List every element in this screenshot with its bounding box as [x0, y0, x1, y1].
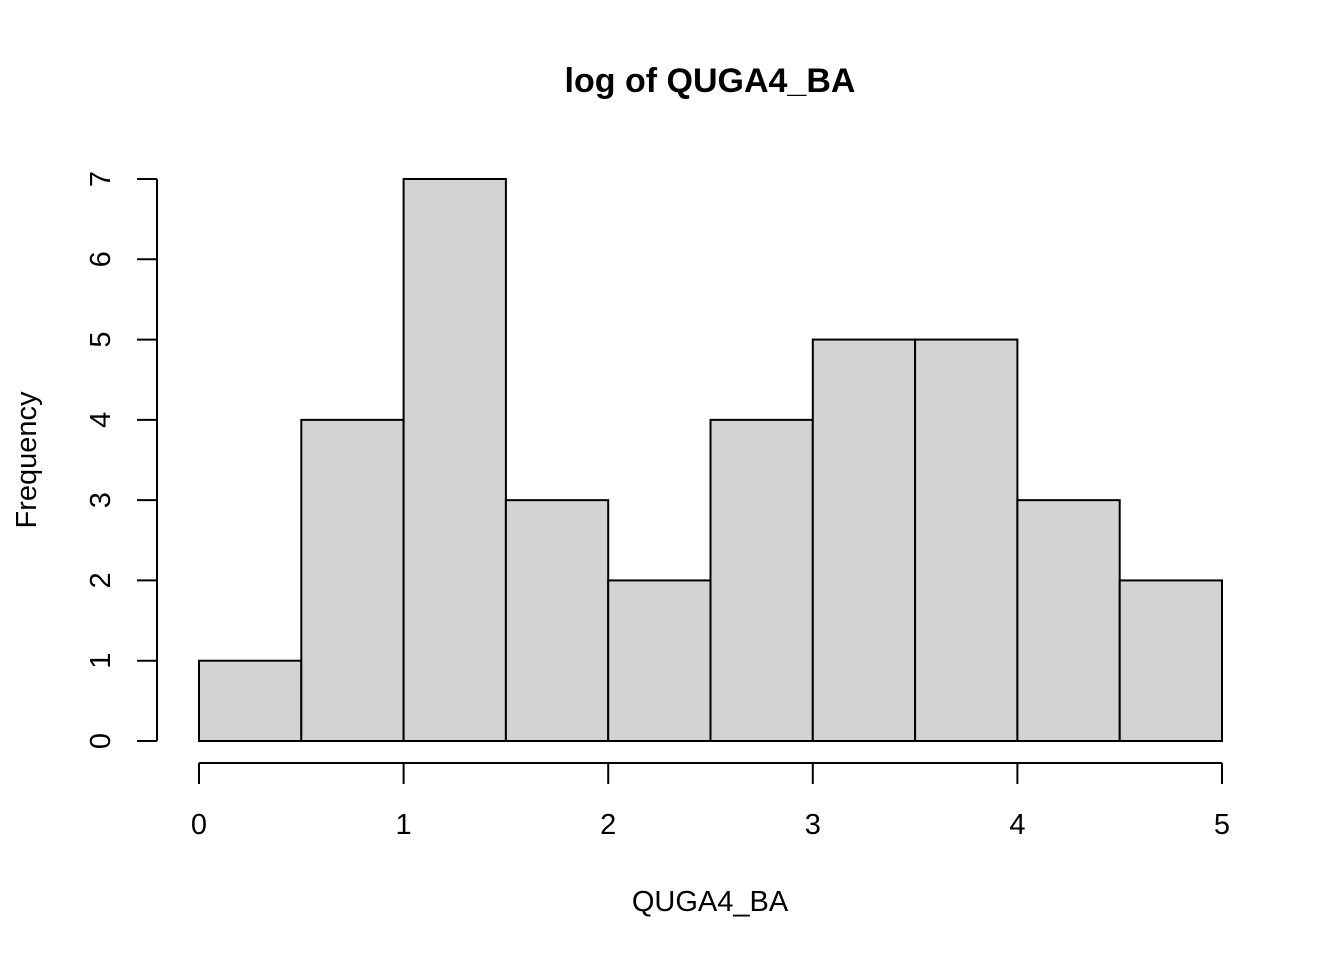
y-tick-label: 6	[85, 251, 117, 267]
y-axis-label: Frequency	[11, 391, 43, 529]
histogram-bar	[811, 338, 917, 742]
histogram-bar	[607, 579, 712, 743]
y-tick-label: 2	[85, 572, 117, 588]
x-axis: 0 1 2 3 4 5	[191, 762, 1230, 841]
x-axis-label: QUGA4_BA	[632, 886, 789, 918]
y-tick-label: 1	[85, 653, 117, 669]
y-tick-label: 4	[85, 412, 117, 428]
histogram-bar	[1016, 499, 1121, 742]
histogram-bar	[709, 418, 814, 742]
y-tick-label: 5	[85, 332, 117, 348]
y-tick-label: 3	[85, 492, 117, 508]
y-axis: 0 1 2 3 4 5 6 7	[85, 171, 158, 749]
x-tick-label: 1	[396, 809, 412, 841]
x-tick-label: 4	[1009, 809, 1025, 841]
histogram-bar	[1118, 579, 1223, 743]
histogram-bar	[300, 418, 405, 742]
histogram-bar	[402, 178, 507, 742]
y-tick-label: 7	[85, 171, 117, 187]
y-tick-label: 0	[85, 733, 117, 749]
bars-group	[198, 178, 1223, 743]
x-tick-label: 3	[805, 809, 821, 841]
x-tick-label: 5	[1214, 809, 1230, 841]
histogram-bar	[504, 499, 610, 742]
chart-title: log of QUGA4_BA	[565, 62, 856, 100]
x-tick-label: 0	[191, 809, 207, 841]
histogram-bar	[198, 659, 303, 743]
x-tick-label: 2	[600, 809, 616, 841]
histogram-bar	[914, 338, 1019, 742]
